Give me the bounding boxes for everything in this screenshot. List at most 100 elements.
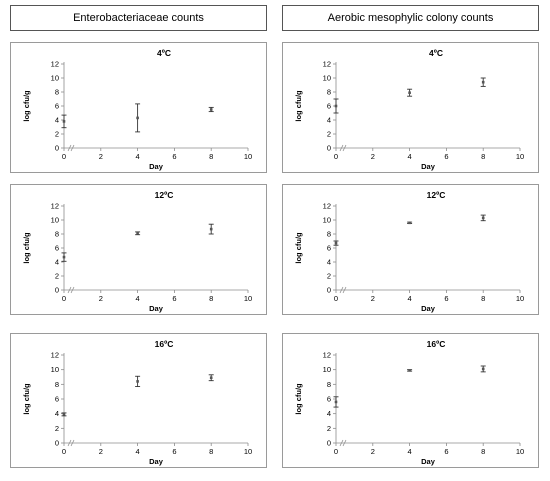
- y-axis-label: log cfu/g: [22, 383, 31, 415]
- x-tick-label: 4: [136, 152, 140, 161]
- x-tick-label: 8: [481, 447, 485, 456]
- x-tick-label: 2: [371, 294, 375, 303]
- chart-title: 4ºC: [429, 48, 443, 58]
- y-tick-label: 10: [323, 216, 331, 225]
- column-header-aerobic-mesophylic: Aerobic mesophylic colony counts: [282, 5, 539, 31]
- x-tick-label: 4: [408, 294, 412, 303]
- x-tick-label: 6: [444, 447, 448, 456]
- x-tick-label: 0: [334, 447, 338, 456]
- axis-break-mark: [342, 439, 347, 447]
- data-point: [62, 120, 66, 123]
- x-tick-label: 4: [136, 447, 140, 456]
- axis-break-mark: [70, 439, 75, 447]
- data-point: [481, 367, 485, 371]
- y-tick-label: 8: [327, 380, 331, 389]
- y-axis-label: log cfu/g: [22, 90, 31, 122]
- x-tick-label: 4: [136, 294, 140, 303]
- axis-break-mark: [70, 286, 75, 294]
- y-tick-label: 10: [323, 365, 331, 374]
- y-axis-label: log cfu/g: [294, 232, 303, 264]
- data-point: [136, 232, 139, 235]
- axis-break-mark: [339, 144, 344, 152]
- y-tick-label: 2: [327, 272, 331, 281]
- y-tick-label: 12: [323, 351, 331, 360]
- data-point: [209, 376, 213, 380]
- y-tick-label: 6: [327, 102, 331, 111]
- x-axis-label: Day: [421, 304, 436, 313]
- data-point: [334, 400, 338, 404]
- y-tick-label: 2: [327, 424, 331, 433]
- y-tick-label: 4: [327, 258, 331, 267]
- y-tick-label: 4: [55, 258, 59, 267]
- x-tick-label: 6: [172, 294, 176, 303]
- x-tick-label: 10: [244, 152, 252, 161]
- x-tick-label: 0: [334, 152, 338, 161]
- y-tick-label: 0: [55, 286, 59, 295]
- x-tick-label: 2: [371, 447, 375, 456]
- data-point: [408, 91, 411, 94]
- axis-break-mark: [67, 286, 72, 294]
- axis-break-mark: [339, 286, 344, 294]
- y-tick-label: 4: [55, 409, 59, 418]
- data-point: [334, 241, 338, 245]
- chart-title: 12ºC: [427, 190, 446, 200]
- y-tick-label: 8: [327, 88, 331, 97]
- data-point: [62, 255, 66, 259]
- data-point: [209, 227, 213, 231]
- data-point: [136, 116, 139, 120]
- y-tick-label: 8: [55, 230, 59, 239]
- axis-break-mark: [70, 144, 75, 152]
- x-tick-label: 10: [244, 294, 252, 303]
- axis-break-mark: [342, 144, 347, 152]
- y-tick-label: 8: [55, 88, 59, 97]
- y-tick-label: 10: [51, 74, 59, 83]
- y-tick-label: 12: [323, 202, 331, 211]
- chart-panel-entero-4c: 4ºC 0 2 4 6 8 10 12 0 2 4 6 8 10 Day log cfu/g: [10, 42, 267, 173]
- data-point: [408, 369, 411, 372]
- chart-panel-entero-12c: 12ºC 0 2 4 6 8 10 12 0 2 4 6 8 10 Day log cfu/g: [10, 184, 267, 315]
- x-tick-label: 8: [209, 152, 213, 161]
- y-tick-label: 12: [51, 60, 59, 69]
- y-tick-label: 10: [51, 365, 59, 374]
- y-tick-label: 6: [55, 395, 59, 404]
- chart-title: 4ºC: [157, 48, 171, 58]
- y-tick-label: 6: [327, 395, 331, 404]
- y-tick-label: 2: [55, 424, 59, 433]
- axis-break-mark: [339, 439, 344, 447]
- x-axis-label: Day: [421, 457, 436, 466]
- x-tick-label: 2: [99, 152, 103, 161]
- y-tick-label: 6: [55, 102, 59, 111]
- y-tick-label: 0: [327, 439, 331, 448]
- y-tick-label: 12: [51, 202, 59, 211]
- chart-title: 12ºC: [155, 190, 174, 200]
- x-tick-label: 6: [172, 152, 176, 161]
- axis-break-mark: [342, 286, 347, 294]
- x-axis-label: Day: [149, 457, 164, 466]
- chart-panel-aerobic-4c: 4ºC 0 2 4 6 8 10 12 0 2 4 6 8 10 Day log cfu/g: [282, 42, 539, 173]
- y-tick-label: 6: [55, 244, 59, 253]
- y-tick-label: 0: [327, 286, 331, 295]
- y-tick-label: 2: [55, 130, 59, 139]
- chart-panel-aerobic-16c: 16ºC 0 2 4 6 8 10 12 0 2 4 6 8 10 Day log cfu/g: [282, 333, 539, 468]
- y-tick-label: 4: [327, 116, 331, 125]
- x-tick-label: 8: [209, 294, 213, 303]
- x-tick-label: 4: [408, 152, 412, 161]
- data-point: [209, 108, 213, 111]
- x-tick-label: 0: [334, 294, 338, 303]
- x-tick-label: 0: [62, 447, 66, 456]
- y-tick-label: 6: [327, 244, 331, 253]
- x-tick-label: 2: [371, 152, 375, 161]
- axis-break-mark: [67, 439, 72, 447]
- y-tick-label: 12: [51, 351, 59, 360]
- data-point: [62, 413, 66, 416]
- x-tick-label: 10: [516, 447, 524, 456]
- y-tick-label: 8: [327, 230, 331, 239]
- axis-break-mark: [67, 144, 72, 152]
- x-tick-label: 8: [209, 447, 213, 456]
- y-axis-label: log cfu/g: [294, 90, 303, 122]
- x-tick-label: 2: [99, 294, 103, 303]
- y-axis-label: log cfu/g: [22, 232, 31, 264]
- x-tick-label: 8: [481, 294, 485, 303]
- chart-panel-entero-16c: 16ºC 0 2 4 6 8 10 12 0 2 4 6 8 10 Day log cfu/g: [10, 333, 267, 468]
- y-tick-label: 0: [55, 439, 59, 448]
